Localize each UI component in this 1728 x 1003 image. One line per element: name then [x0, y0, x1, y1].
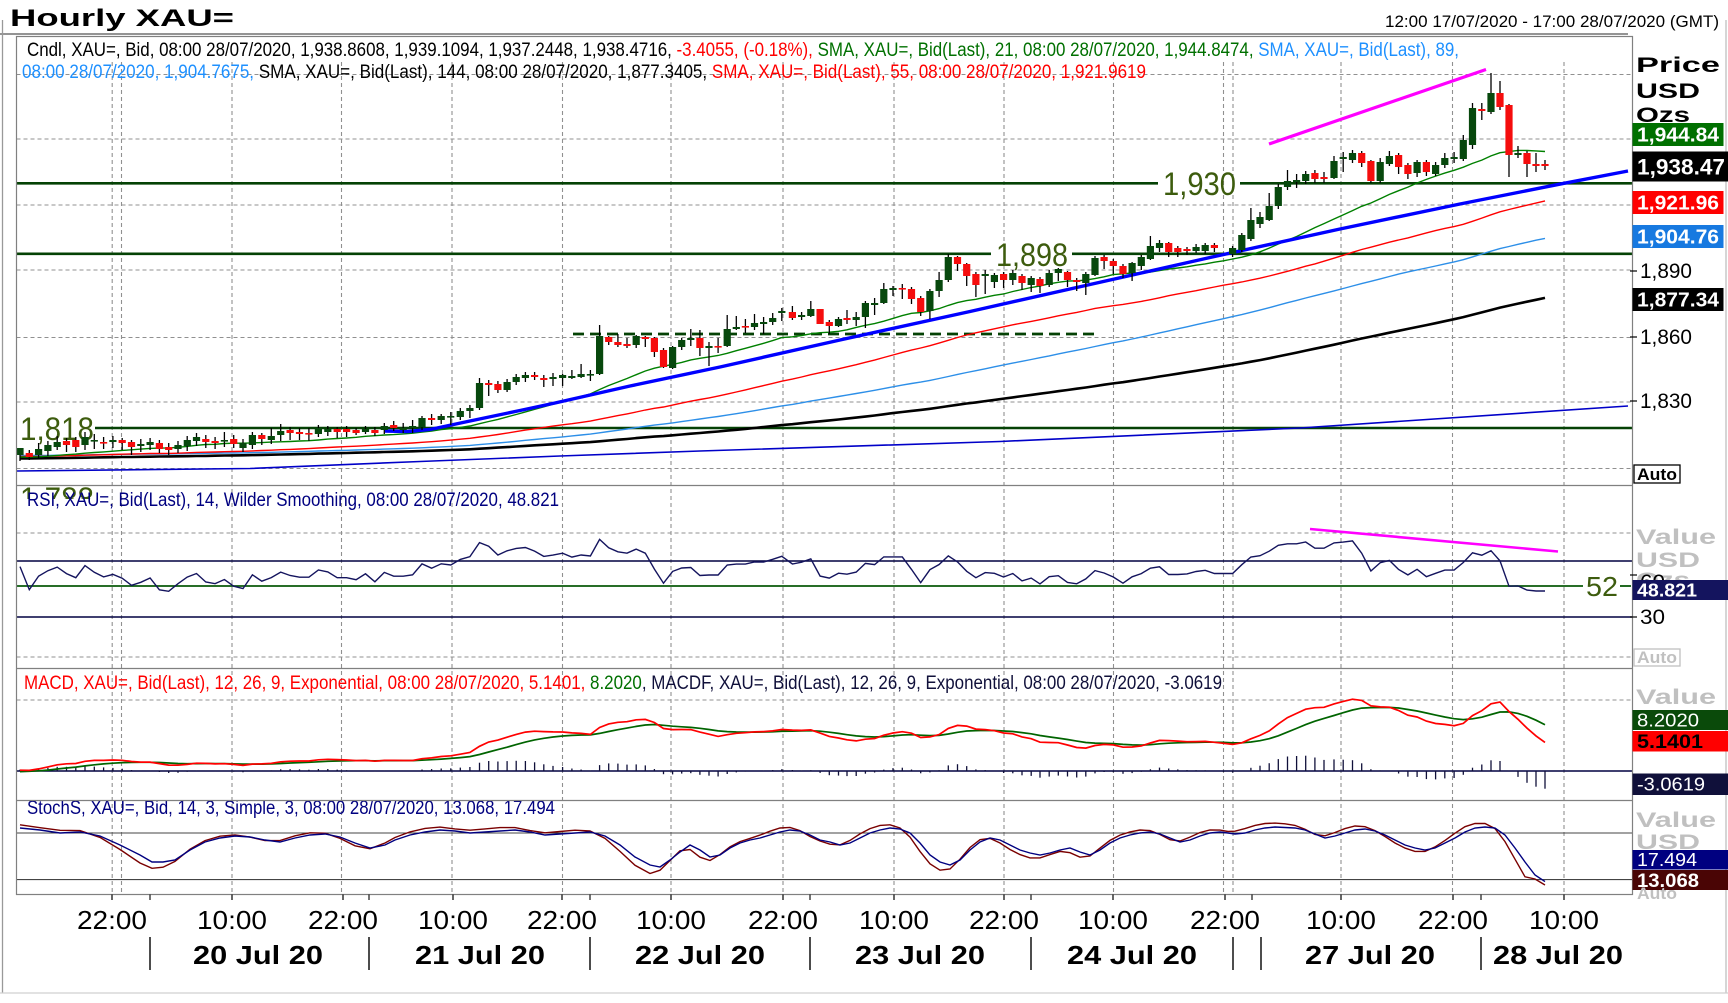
svg-text:Value: Value: [1636, 686, 1716, 709]
svg-text:22:00: 22:00: [77, 905, 147, 935]
svg-text:Price: Price: [1636, 54, 1720, 77]
svg-text:1,904.76: 1,904.76: [1637, 227, 1719, 249]
svg-text:12:00 17/07/2020 - 17:00 28/07: 12:00 17/07/2020 - 17:00 28/07/2020 (GMT…: [1385, 12, 1719, 31]
svg-text:22:00: 22:00: [748, 905, 818, 935]
svg-text:10:00: 10:00: [1529, 905, 1599, 935]
svg-text:1,921.96: 1,921.96: [1637, 193, 1719, 215]
svg-text:22:00: 22:00: [308, 905, 378, 935]
svg-text:21 Jul 20: 21 Jul 20: [415, 940, 545, 970]
svg-text:22:00: 22:00: [969, 905, 1039, 935]
svg-text:30: 30: [1640, 606, 1665, 629]
svg-text:StochS, XAU=, Bid, 14, 3, Sim: StochS, XAU=, Bid, 14, 3, Simple, 3, 08:…: [27, 798, 555, 819]
svg-text:17.494: 17.494: [1637, 850, 1697, 870]
svg-text:22:00: 22:00: [527, 905, 597, 935]
svg-text:1,860: 1,860: [1640, 326, 1692, 349]
svg-text:08:00 28/07/2020, 1,904.7675,: 08:00 28/07/2020, 1,904.7675, SMA, XAU=,…: [22, 62, 1146, 83]
svg-text:USD: USD: [1636, 80, 1700, 103]
svg-text:1,898: 1,898: [996, 237, 1068, 273]
svg-text:Hourly XAU=: Hourly XAU=: [10, 5, 234, 32]
svg-text:48.821: 48.821: [1637, 581, 1697, 601]
svg-text:1,890: 1,890: [1640, 260, 1692, 283]
svg-text:27 Jul 20: 27 Jul 20: [1305, 940, 1435, 970]
svg-text:10:00: 10:00: [859, 905, 929, 935]
svg-text:-3.0619: -3.0619: [1637, 775, 1705, 795]
svg-text:10:00: 10:00: [636, 905, 706, 935]
svg-text:1,938.47: 1,938.47: [1637, 154, 1725, 179]
svg-text:Value: Value: [1636, 809, 1716, 832]
svg-text:10:00: 10:00: [418, 905, 488, 935]
svg-text:28 Jul 20: 28 Jul 20: [1493, 940, 1623, 970]
svg-text:22 Jul 20: 22 Jul 20: [635, 940, 765, 970]
svg-text:Cndl, XAU=, Bid, 08:00 28/07/2: Cndl, XAU=, Bid, 08:00 28/07/2020, 1,938…: [27, 40, 1459, 61]
svg-text:1,930: 1,930: [1163, 166, 1236, 202]
svg-text:Auto: Auto: [1637, 648, 1677, 667]
svg-text:Value: Value: [1636, 526, 1716, 549]
svg-text:Auto: Auto: [1637, 884, 1677, 903]
svg-text:22:00: 22:00: [1190, 905, 1260, 935]
svg-text:8.2020: 8.2020: [1637, 711, 1699, 731]
svg-text:20 Jul 20: 20 Jul 20: [193, 940, 323, 970]
svg-text:10:00: 10:00: [1078, 905, 1148, 935]
svg-text:52: 52: [1586, 571, 1618, 602]
svg-text:5.1401: 5.1401: [1637, 732, 1703, 753]
svg-text:22:00: 22:00: [1418, 905, 1488, 935]
svg-text:RSI, XAU=, Bid(Last), 14, Wil: RSI, XAU=, Bid(Last), 14, Wilder Smoothi…: [27, 490, 559, 511]
svg-text:1,877.34: 1,877.34: [1637, 290, 1720, 312]
svg-text:Auto: Auto: [1637, 465, 1677, 484]
svg-text:10:00: 10:00: [1306, 905, 1376, 935]
svg-text:24 Jul 20: 24 Jul 20: [1067, 940, 1197, 970]
svg-text:10:00: 10:00: [197, 905, 267, 935]
svg-text:1,944.84: 1,944.84: [1637, 125, 1720, 147]
svg-text:1,830: 1,830: [1640, 390, 1692, 413]
svg-text:MACD, XAU=, Bid(Last), 12, 26: MACD, XAU=, Bid(Last), 12, 26, 9, Expone…: [24, 673, 1222, 694]
svg-text:23 Jul 20: 23 Jul 20: [855, 940, 985, 970]
